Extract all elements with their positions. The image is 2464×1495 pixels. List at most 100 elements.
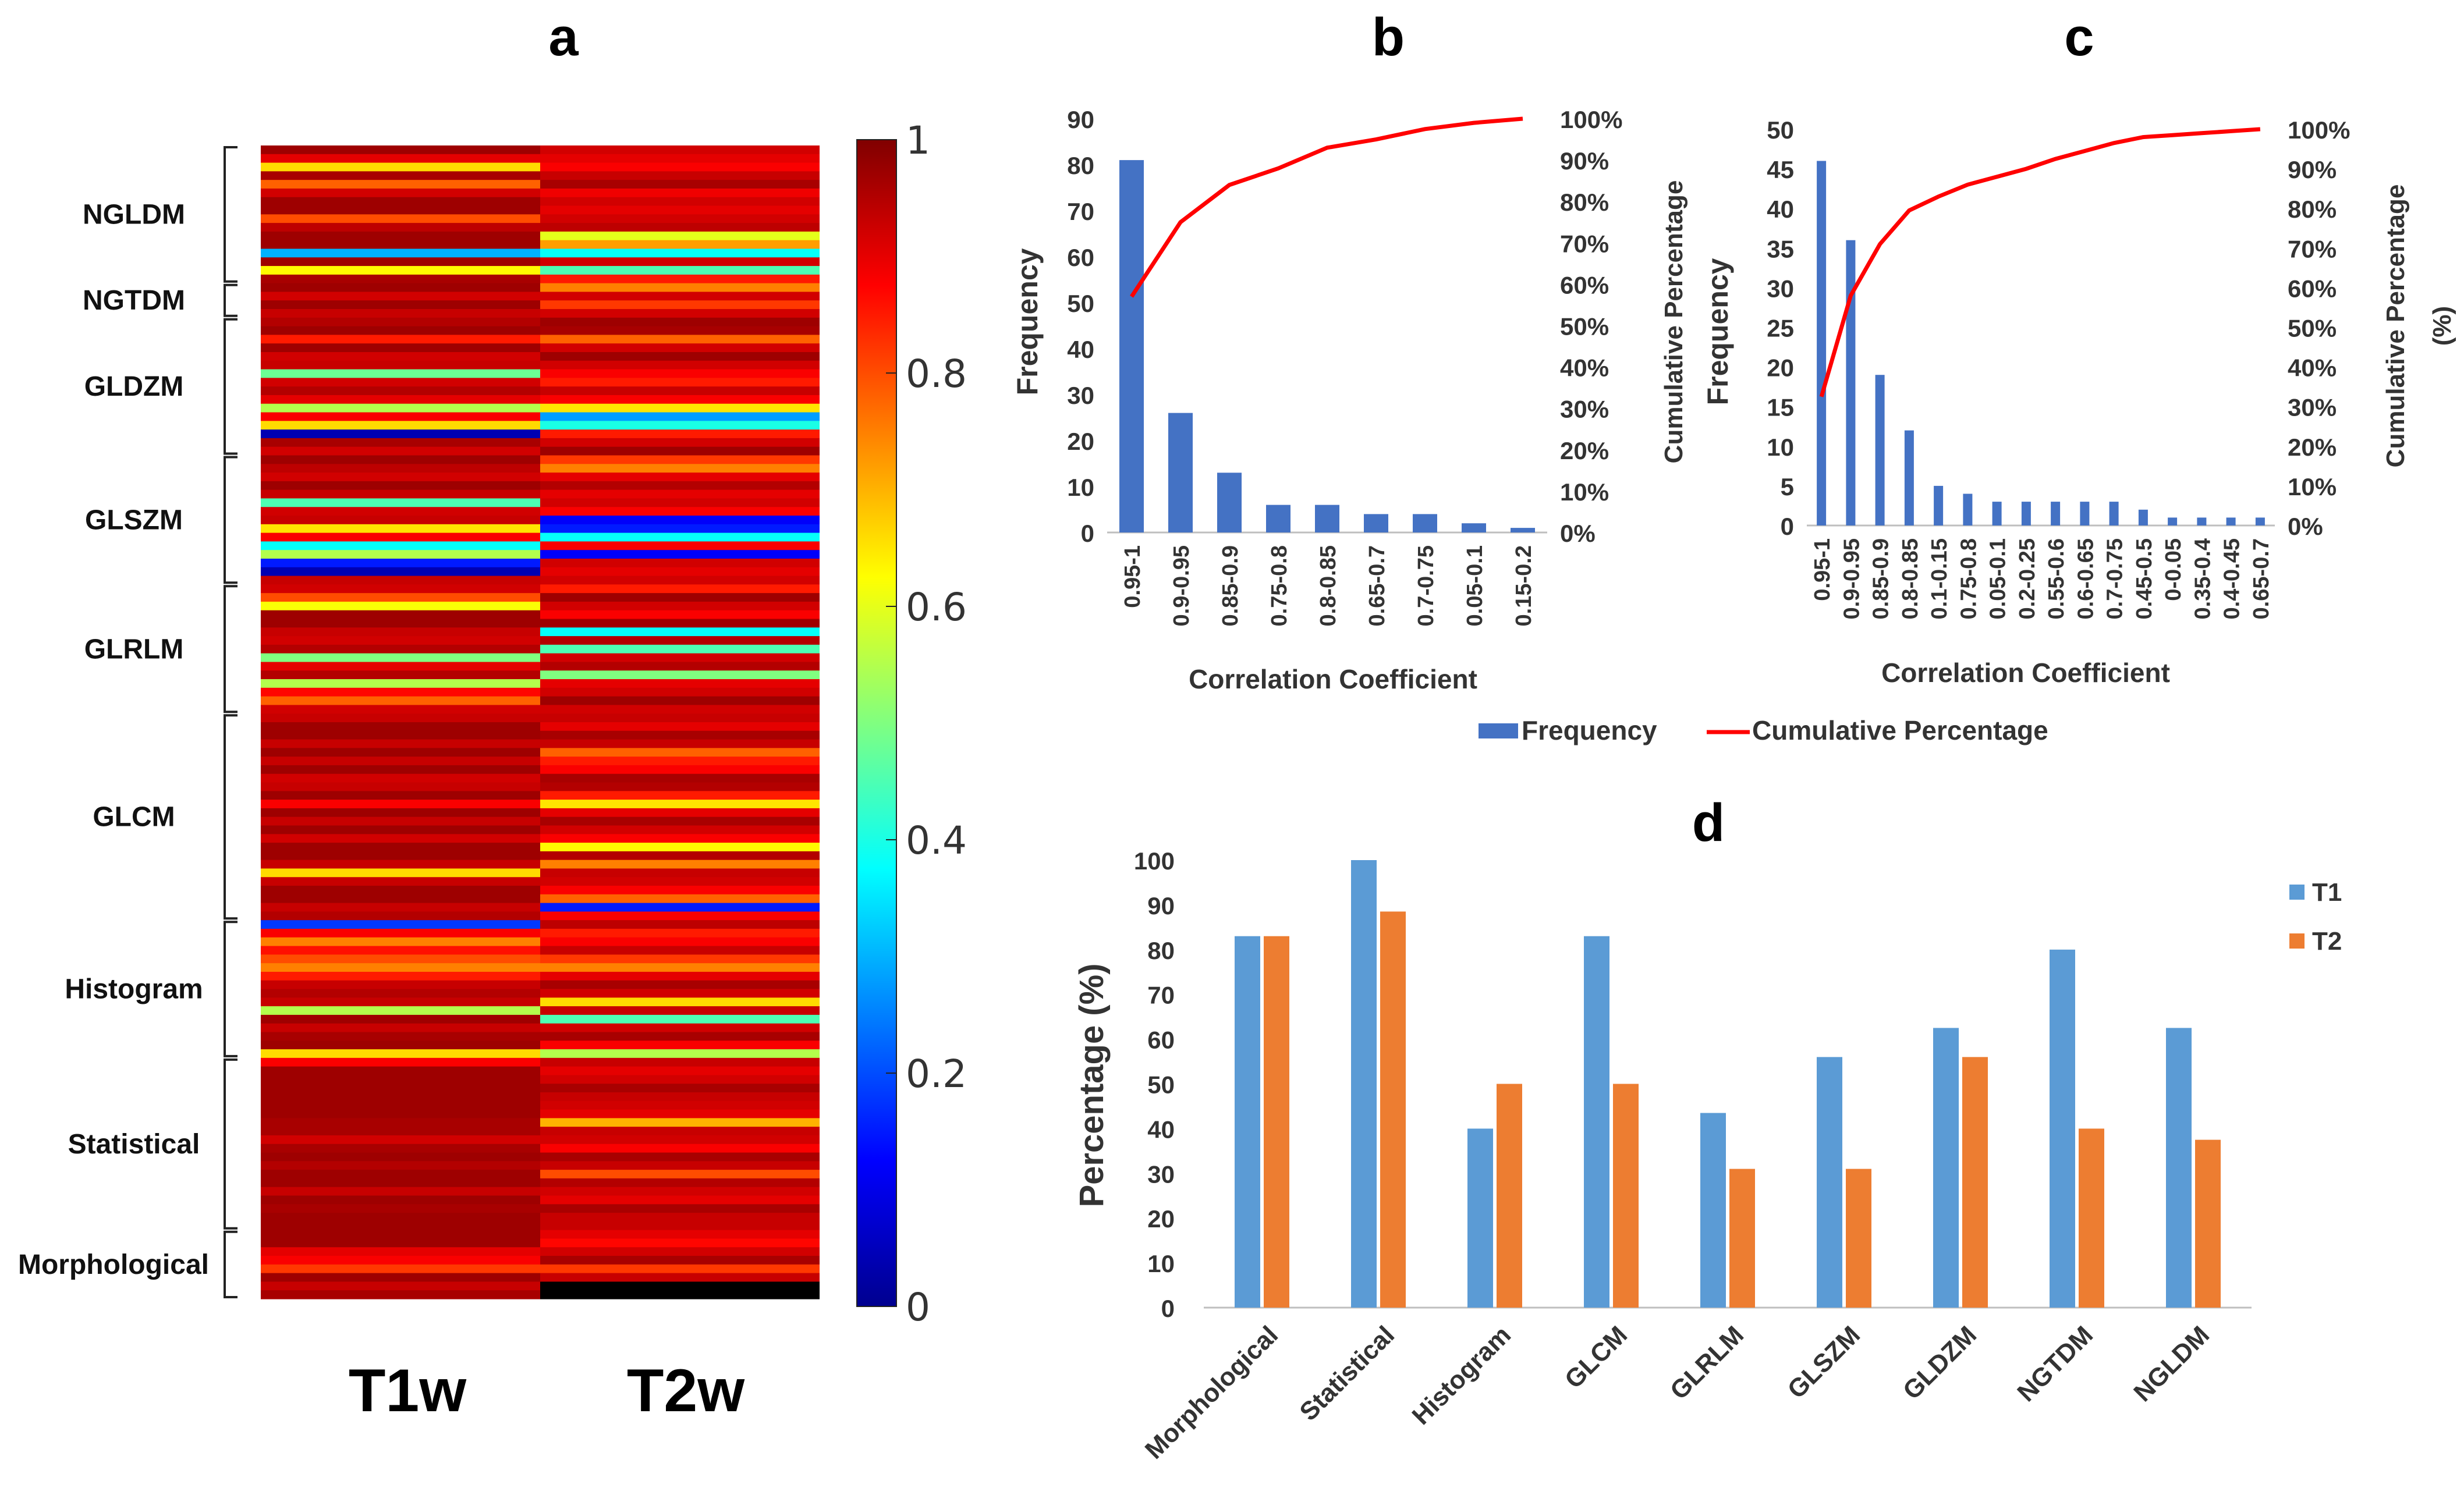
y-tick-label: 100: [1134, 847, 1175, 875]
y2-tick-label: 10%: [1560, 478, 1609, 506]
heat-cell-t2w: [540, 954, 820, 964]
heat-cell-t1w: [261, 843, 540, 852]
bar-t1: [2050, 949, 2075, 1308]
heat-cell-t2w: [540, 145, 820, 155]
x-tick-label: 0.15-0.2: [1512, 545, 1536, 626]
heat-cell-t1w: [261, 550, 540, 559]
frequency-bar: [2168, 517, 2178, 525]
frequency-bar: [1217, 473, 1242, 532]
heat-cell-t1w: [261, 971, 540, 981]
y2-tick-label: 20%: [1560, 437, 1609, 464]
frequency-bar: [2138, 509, 2148, 525]
heat-cell-t1w: [261, 1161, 540, 1170]
heat-cell-t2w: [540, 455, 820, 464]
heat-cell-t2w: [540, 1281, 820, 1291]
heatmap-group-label-morphological: Morphological: [18, 1249, 209, 1280]
y-tick-label: 30: [1147, 1160, 1175, 1188]
panel-b: b 0 10 20 30 40 50 60 70 80 90 0% 10% 20% 30% 40% 50% 60…: [1011, 8, 1688, 694]
heat-cell-t1w: [261, 1213, 540, 1222]
heat-cell-t1w: [261, 860, 540, 869]
x-tick-label: 0.55-0.6: [2044, 538, 2069, 619]
heat-cell-t2w: [540, 1109, 820, 1118]
x-tick-label: 0.8-0.85: [1316, 545, 1341, 626]
x-tick-label: 0.65-0.7: [1365, 545, 1389, 626]
heat-cell-t1w: [261, 455, 540, 464]
heat-cell-t1w: [261, 1187, 540, 1196]
x-tick-label: 0.35-0.4: [2190, 538, 2215, 619]
x-tick-label: 0.9-0.95: [1169, 545, 1194, 626]
bar-t2: [1497, 1084, 1522, 1308]
legend-frequency-label: Frequency: [1522, 715, 1657, 745]
heat-cell-t1w: [261, 1290, 540, 1299]
heat-cell-t1w: [261, 954, 540, 964]
heat-cell-t2w: [540, 989, 820, 998]
y-tick-label: 20: [1767, 354, 1794, 382]
y2-tick-label: 50%: [1560, 313, 1609, 340]
heat-cell-t2w: [540, 903, 820, 912]
heat-cell-t2w: [540, 266, 820, 275]
x-tick-label: Statistical: [1294, 1320, 1400, 1426]
heat-cell-t2w: [540, 636, 820, 645]
y-tick-label: 50: [1147, 1071, 1175, 1099]
heatmap-group-label-glrlm: GLRLM: [84, 634, 184, 665]
x-tick-label: 0.8-0.85: [1898, 538, 1923, 619]
panel-c-ticks: 0 5 10 15 20 25 30 35 40 45 50 0% 10% 20% 30% 40% 50% 60%…: [1767, 116, 2350, 619]
heat-cell-t1w: [261, 800, 540, 809]
y2-tick-label: 60%: [2288, 275, 2337, 302]
y-tick-label: 90: [1067, 106, 1094, 133]
heat-cell-t1w: [261, 266, 540, 275]
heat-cell-t2w: [540, 653, 820, 663]
heat-cell-t2w: [540, 489, 820, 499]
heat-cell-t2w: [540, 1144, 820, 1153]
heatmap-group-label-statistical: Statistical: [68, 1129, 200, 1160]
frequency-bar: [1413, 514, 1437, 532]
heat-cell-t2w: [540, 1066, 820, 1076]
heat-cell-t1w: [261, 1273, 540, 1283]
heat-cell-t2w: [540, 687, 820, 697]
heat-cell-t2w: [540, 550, 820, 559]
heat-cell-t1w: [261, 1264, 540, 1274]
heat-cell-t2w: [540, 231, 820, 241]
panel-c-title: c: [2064, 8, 2094, 67]
heat-cell-t2w: [540, 894, 820, 904]
heat-cell-t1w: [261, 584, 540, 594]
bar-t1: [2166, 1028, 2192, 1308]
heat-cell-t1w: [261, 395, 540, 404]
x-tick-label: 0-0.05: [2161, 538, 2186, 601]
heat-cell-t2w: [540, 309, 820, 318]
heat-cell-t1w: [261, 851, 540, 861]
bar-t1: [1235, 936, 1260, 1308]
heat-cell-t1w: [261, 438, 540, 448]
x-tick-label: 0.95-1: [1810, 538, 1835, 601]
x-tick-label: 0.7-0.75: [2103, 538, 2128, 619]
heat-cell-t2w: [540, 1264, 820, 1274]
heat-cell-t2w: [540, 403, 820, 413]
heat-cell-t1w: [261, 713, 540, 723]
heat-cell-t1w: [261, 524, 540, 534]
heat-cell-t1w: [261, 446, 540, 456]
frequency-bar: [1119, 160, 1144, 533]
heat-cell-t2w: [540, 360, 820, 370]
heat-cell-t2w: [540, 214, 820, 223]
legend-t1-swatch: [2289, 885, 2305, 900]
heat-cell-t2w: [540, 928, 820, 938]
heatmap-group-label-ngtdm: NGTDM: [83, 285, 185, 316]
heat-cell-t1w: [261, 1221, 540, 1231]
heatmap-bracket-glcm: [224, 714, 237, 920]
heat-cell-t2w: [540, 748, 820, 757]
x-tick-label: 0.65-0.7: [2249, 538, 2274, 619]
frequency-bar: [1364, 514, 1388, 532]
heat-cell-t1w: [261, 1135, 540, 1145]
heatmap-group-label-ngldm: NGLDM: [83, 199, 185, 230]
heat-cell-t1w: [261, 1057, 540, 1067]
heat-cell-t1w: [261, 421, 540, 430]
heat-cell-t2w: [540, 601, 820, 611]
heatmap-bracket-morphological: [224, 1230, 237, 1298]
x-tick-label: 0.95-1: [1121, 545, 1145, 608]
heat-cell-t2w: [540, 343, 820, 353]
heat-cell-t1w: [261, 171, 540, 180]
panel-c-ylabel: Frequency: [1701, 258, 1734, 405]
heat-cell-t1w: [261, 541, 540, 551]
heat-cell-t1w: [261, 619, 540, 628]
heat-cell-t1w: [261, 1195, 540, 1205]
